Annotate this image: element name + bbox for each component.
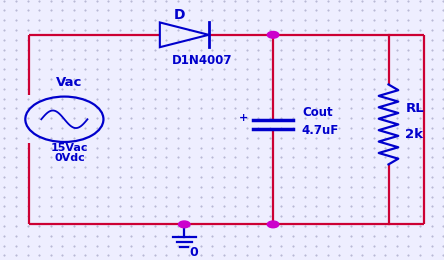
Circle shape — [267, 31, 279, 38]
Text: RL: RL — [405, 102, 424, 115]
Text: D1N4007: D1N4007 — [172, 54, 232, 67]
Text: Vac: Vac — [56, 76, 82, 89]
Text: 0: 0 — [190, 246, 198, 259]
Text: 2k: 2k — [405, 128, 424, 141]
Text: 15Vac: 15Vac — [51, 144, 88, 153]
Text: +: + — [239, 113, 248, 123]
Circle shape — [178, 221, 190, 228]
Text: 0Vdc: 0Vdc — [54, 153, 85, 163]
Text: 4.7uF: 4.7uF — [302, 124, 339, 136]
Text: D: D — [174, 9, 186, 22]
Text: Cout: Cout — [302, 106, 333, 119]
Circle shape — [267, 221, 279, 228]
